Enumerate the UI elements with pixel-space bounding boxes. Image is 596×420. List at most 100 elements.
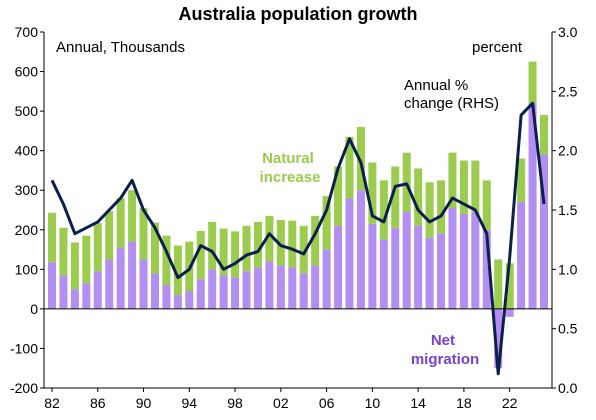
y-tick-label-right: 2.5 bbox=[558, 83, 578, 99]
bar-net-migration bbox=[494, 308, 503, 369]
y-tick-label-right: 2.0 bbox=[558, 143, 578, 159]
y-tick-label-right: 0.0 bbox=[558, 380, 578, 396]
bar-natural-increase bbox=[139, 208, 148, 260]
bar-net-migration bbox=[471, 211, 480, 309]
right-axis-label: percent bbox=[472, 39, 523, 56]
bar-net-migration bbox=[162, 285, 171, 309]
annotation-annual-change: Annual % change (RHS) bbox=[404, 77, 499, 112]
bar-net-migration bbox=[82, 283, 91, 309]
bar-net-migration bbox=[379, 239, 388, 309]
bar-net-migration bbox=[368, 223, 377, 309]
x-tick-label: 90 bbox=[136, 395, 152, 411]
annotation-annual-change-line-2: change (RHS) bbox=[404, 95, 499, 112]
bar-natural-increase bbox=[528, 61, 537, 104]
bar-natural-increase bbox=[59, 227, 68, 276]
bar-net-migration bbox=[459, 213, 468, 309]
bar-natural-increase bbox=[505, 263, 514, 309]
bar-natural-increase bbox=[173, 245, 182, 296]
bar-natural-increase bbox=[70, 242, 79, 290]
annotation-natural-increase: Natural increase bbox=[260, 150, 321, 186]
bar-net-migration bbox=[150, 273, 159, 309]
x-tick-label: 86 bbox=[90, 395, 106, 411]
bar-natural-increase bbox=[539, 115, 549, 155]
bar-net-migration bbox=[59, 275, 68, 309]
bar-natural-increase bbox=[196, 230, 205, 280]
bar-net-migration bbox=[47, 262, 57, 309]
annotation-natural-increase-line-1: Natural bbox=[262, 150, 314, 167]
bar-natural-increase bbox=[231, 231, 240, 278]
bar-net-migration bbox=[311, 265, 320, 309]
bar-natural-increase bbox=[322, 196, 331, 250]
bar-natural-increase bbox=[517, 158, 526, 203]
bar-natural-increase bbox=[116, 198, 125, 248]
annotation-net-migration: Net migration bbox=[411, 332, 479, 368]
bar-natural-increase bbox=[448, 152, 457, 209]
bar-natural-increase bbox=[425, 182, 434, 238]
bar-natural-increase bbox=[242, 225, 251, 272]
bar-natural-increase bbox=[437, 180, 446, 234]
line-annual-change bbox=[50, 101, 546, 376]
bar-natural-increase bbox=[391, 166, 400, 228]
bar-natural-increase bbox=[334, 166, 343, 226]
bar-natural-increase bbox=[471, 160, 480, 212]
bar-net-migration bbox=[265, 261, 274, 309]
bar-net-migration bbox=[105, 259, 114, 309]
bar-net-migration bbox=[517, 202, 526, 309]
x-tick-label: 18 bbox=[456, 395, 472, 411]
bar-natural-increase bbox=[105, 211, 114, 260]
y-tick-label-left: 100 bbox=[15, 261, 39, 277]
bar-net-migration bbox=[425, 237, 434, 309]
y-tick-label-right: 0.5 bbox=[558, 321, 578, 337]
bar-natural-increase bbox=[128, 190, 137, 242]
annotation-net-migration-line-2: migration bbox=[411, 351, 479, 368]
bar-natural-increase bbox=[93, 223, 102, 272]
chart-title: Australia population growth bbox=[179, 4, 418, 24]
y-tick-label-left: 200 bbox=[15, 222, 39, 238]
y-tick-label-right: 1.0 bbox=[558, 261, 578, 277]
bar-natural-increase bbox=[208, 221, 217, 270]
bar-natural-increase bbox=[368, 162, 377, 224]
bar-net-migration bbox=[139, 259, 148, 309]
bar-net-migration bbox=[208, 269, 217, 309]
bar-natural-increase bbox=[47, 212, 57, 263]
bar-net-migration bbox=[128, 241, 137, 309]
y-tick-label-right: 3.0 bbox=[558, 24, 578, 40]
bar-natural-increase bbox=[482, 180, 491, 230]
bar-natural-increase bbox=[345, 136, 354, 199]
bar-natural-increase bbox=[82, 235, 91, 284]
bar-natural-increase bbox=[276, 219, 285, 266]
bar-natural-increase bbox=[311, 215, 320, 266]
bar-natural-increase bbox=[253, 221, 262, 268]
y-tick-label-left: 500 bbox=[15, 103, 39, 119]
x-tick-label: 82 bbox=[44, 395, 60, 411]
y-tick-label-left: 300 bbox=[15, 182, 39, 198]
bar-net-migration bbox=[448, 208, 457, 309]
bar-natural-increase bbox=[379, 180, 388, 240]
bar-net-migration bbox=[402, 211, 411, 309]
x-tick-label: 06 bbox=[319, 395, 335, 411]
bar-net-migration bbox=[539, 154, 549, 309]
y-tick-label-left: 400 bbox=[15, 143, 39, 159]
bar-net-migration bbox=[482, 229, 491, 309]
bar-net-migration bbox=[276, 265, 285, 309]
bar-net-migration bbox=[231, 277, 240, 309]
x-tick-label: 10 bbox=[365, 395, 381, 411]
bar-natural-increase bbox=[299, 225, 308, 274]
bar-net-migration bbox=[93, 271, 102, 309]
bar-natural-increase bbox=[356, 126, 365, 191]
bar-natural-increase bbox=[265, 215, 274, 262]
annotation-net-migration-line-1: Net bbox=[431, 332, 455, 349]
bar-net-migration bbox=[173, 295, 182, 309]
bar-net-migration bbox=[185, 291, 194, 309]
x-tick-label: 22 bbox=[502, 395, 518, 411]
x-tick-label: 94 bbox=[182, 395, 198, 411]
bar-net-migration bbox=[414, 225, 423, 309]
bar-net-migration bbox=[391, 227, 400, 309]
y-tick-label-left: 600 bbox=[15, 64, 39, 80]
bar-net-migration bbox=[116, 247, 125, 309]
bar-net-migration bbox=[242, 271, 251, 309]
x-tick-label: 02 bbox=[273, 395, 289, 411]
bar-net-migration bbox=[288, 267, 297, 309]
